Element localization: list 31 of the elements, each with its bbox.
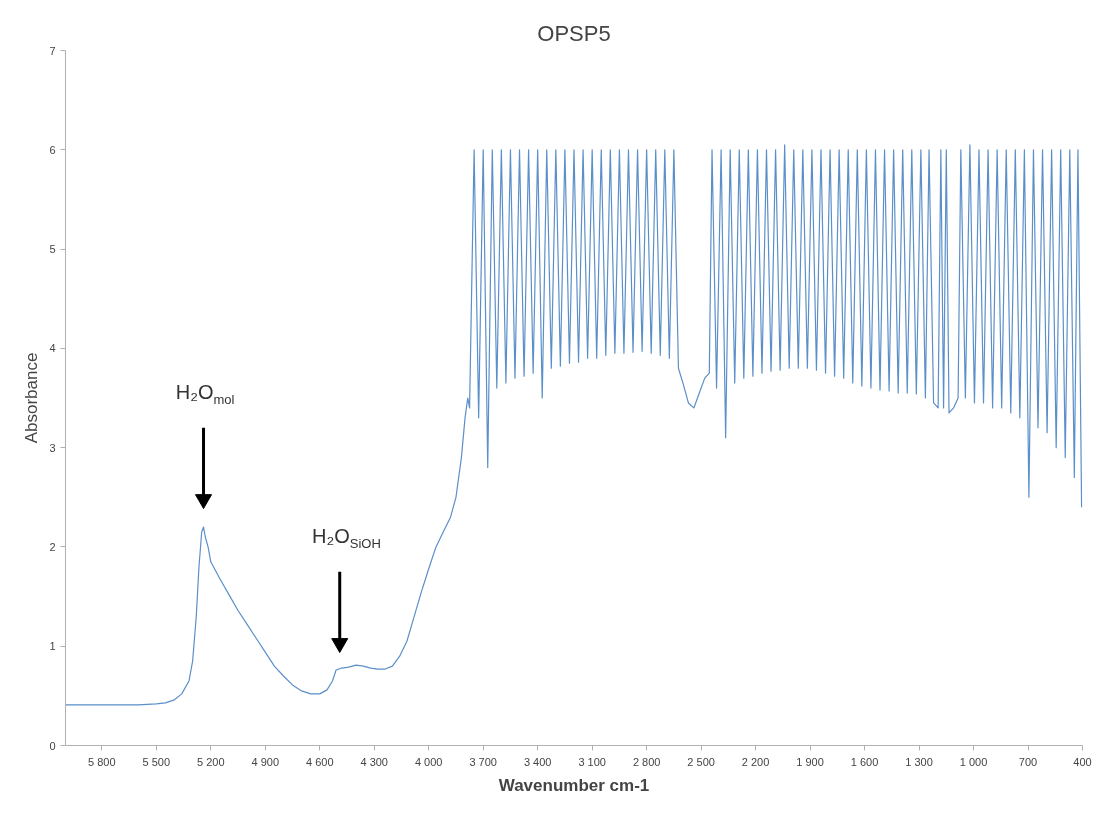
y-tick-label: 1 xyxy=(49,640,56,653)
x-tick-label: 2 800 xyxy=(632,755,661,768)
x-tick-label: 5 200 xyxy=(197,755,225,768)
line-series xyxy=(65,144,1083,706)
y-tick-label: 5 xyxy=(49,243,56,256)
y-tick-label: 3 xyxy=(49,441,56,454)
x-tick-label: 2 200 xyxy=(741,755,770,768)
y-tick-label: 4 xyxy=(49,342,56,355)
x-axis-title: Wavenumber cm-1 xyxy=(498,775,650,795)
y-tick-label: 6 xyxy=(49,143,56,156)
y-tick-label: 7 xyxy=(49,44,56,57)
x-tick-label: 3 100 xyxy=(578,755,606,768)
y-tick-label: 2 xyxy=(49,540,56,553)
x-tick-label: 1 300 xyxy=(905,755,933,768)
x-tick-label: 1 600 xyxy=(850,755,879,768)
x-tick-label: 400 xyxy=(1073,755,1092,768)
x-tick-label: 700 xyxy=(1018,755,1038,768)
x-tick-label: 5 800 xyxy=(88,755,116,768)
x-tick-label: 2 500 xyxy=(687,755,715,768)
chart-title: OPSP5 xyxy=(537,20,611,46)
x-tick-label: 1 900 xyxy=(796,755,824,768)
x-tick-label: 4 900 xyxy=(251,755,280,768)
x-tick-label: 3 400 xyxy=(523,755,552,768)
x-tick-label: 3 700 xyxy=(469,755,497,768)
x-tick-label: 4 600 xyxy=(305,755,334,768)
y-axis-title: Absorbance xyxy=(22,352,42,444)
x-tick-label: 4 300 xyxy=(360,755,388,768)
y-tick-label: 0 xyxy=(49,739,56,752)
x-tick-label: 5 500 xyxy=(142,755,171,768)
x-tick-label: 1 000 xyxy=(959,755,988,768)
x-tick-label: 4 000 xyxy=(414,755,443,768)
